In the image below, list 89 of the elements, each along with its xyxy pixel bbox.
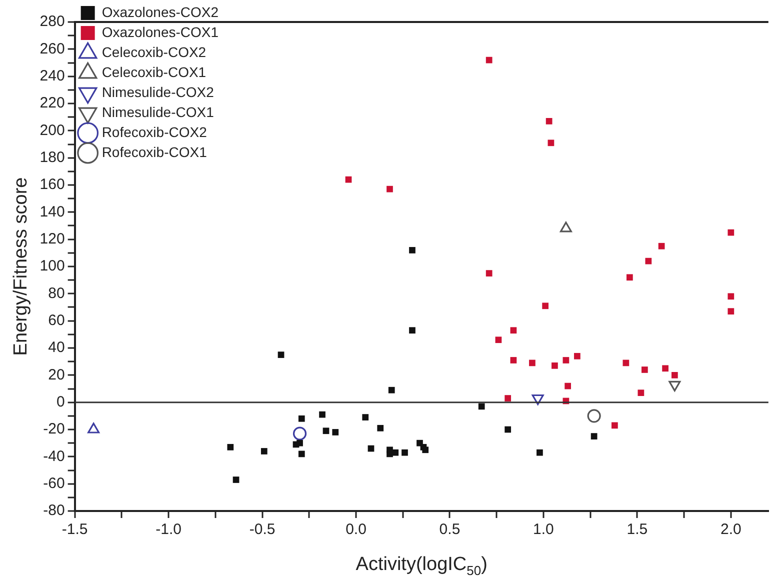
point (278, 352, 284, 358)
point (560, 222, 572, 232)
point (298, 415, 305, 422)
point (510, 327, 517, 334)
x-tick-label: -1.5 (62, 521, 88, 538)
point (728, 308, 734, 315)
point (638, 390, 644, 396)
legend-label: Rofecoxib-COX2 (102, 124, 208, 140)
point (296, 440, 303, 446)
x-tick-label: 0.5 (439, 521, 460, 538)
legend-label: Celecoxib-COX1 (102, 64, 206, 80)
point (626, 274, 633, 281)
y-tick-label: 140 (40, 203, 65, 220)
point (409, 247, 416, 254)
y-axis-title: Energy/Fitness score (10, 177, 32, 356)
y-tick-label: 280 (40, 13, 65, 30)
point (362, 414, 369, 420)
point (392, 449, 399, 456)
point (728, 293, 734, 300)
point (322, 428, 330, 434)
y-tick-label: 220 (40, 94, 65, 112)
point (422, 446, 429, 454)
point (564, 382, 572, 390)
point (668, 380, 681, 392)
legend-label: Rofecoxib-COX1 (102, 144, 208, 160)
text: -1.0 (156, 521, 182, 538)
y-tick-label: 260 (40, 40, 65, 58)
point (536, 449, 543, 456)
point (532, 394, 544, 406)
y-tick-label: 40 (48, 339, 65, 356)
point (402, 449, 408, 456)
y-tick-label: 100 (40, 258, 65, 275)
legend-label: Nimesulide-COX2 (102, 84, 214, 100)
y-tick-label: 0 (56, 393, 65, 410)
legend-label: Oxazolones-COX1 (102, 24, 219, 40)
point (227, 444, 234, 450)
point (486, 56, 492, 64)
y-tick-label: 200 (40, 122, 65, 139)
legend-label: Oxazolones-COX2 (102, 4, 219, 20)
point (377, 424, 384, 432)
y-tick-label: 80 (48, 284, 65, 302)
point (671, 372, 678, 378)
legend-label: Nimesulide-COX1 (102, 104, 214, 120)
point (642, 366, 648, 373)
point (232, 476, 240, 483)
point (728, 229, 734, 236)
point (332, 429, 339, 436)
point (546, 118, 552, 124)
point (495, 336, 502, 344)
x-tick-label: 1.0 (533, 521, 554, 538)
y-tick-label: 180 (40, 148, 65, 166)
point (409, 327, 416, 334)
x-tick-label: 2.0 (720, 521, 742, 538)
point (388, 386, 395, 394)
y-tick-label: -80 (43, 502, 65, 520)
y-tick-label: -20 (43, 420, 65, 438)
y-tick-label: -40 (43, 448, 65, 465)
point (386, 186, 393, 192)
point (612, 422, 618, 429)
legend-label: Celecoxib-COX2 (102, 44, 206, 60)
y-tick-label: 160 (40, 176, 65, 194)
point (590, 433, 598, 440)
point (587, 409, 601, 423)
point (486, 270, 492, 276)
y-tick-label: 20 (48, 366, 65, 384)
point (548, 140, 554, 146)
point (658, 242, 665, 250)
x-tick-label: 1.5 (626, 521, 648, 538)
y-tick-label: 240 (40, 67, 65, 84)
point (478, 403, 485, 410)
point (504, 426, 512, 433)
y-tick-label: 60 (48, 312, 65, 329)
point (319, 411, 326, 418)
point (260, 448, 268, 454)
point (542, 302, 549, 310)
point (662, 365, 668, 372)
point (292, 426, 307, 440)
point (529, 360, 536, 366)
x-tick-label: 0.0 (346, 521, 366, 538)
point (552, 362, 558, 369)
y-tick-label: 120 (40, 230, 65, 248)
y-tick-label: -60 (43, 474, 65, 492)
point (562, 357, 570, 364)
point (645, 258, 652, 264)
point (504, 395, 512, 402)
point (574, 352, 580, 360)
x-tick-label: -0.5 (249, 521, 276, 538)
point (298, 450, 305, 458)
point (510, 357, 517, 364)
